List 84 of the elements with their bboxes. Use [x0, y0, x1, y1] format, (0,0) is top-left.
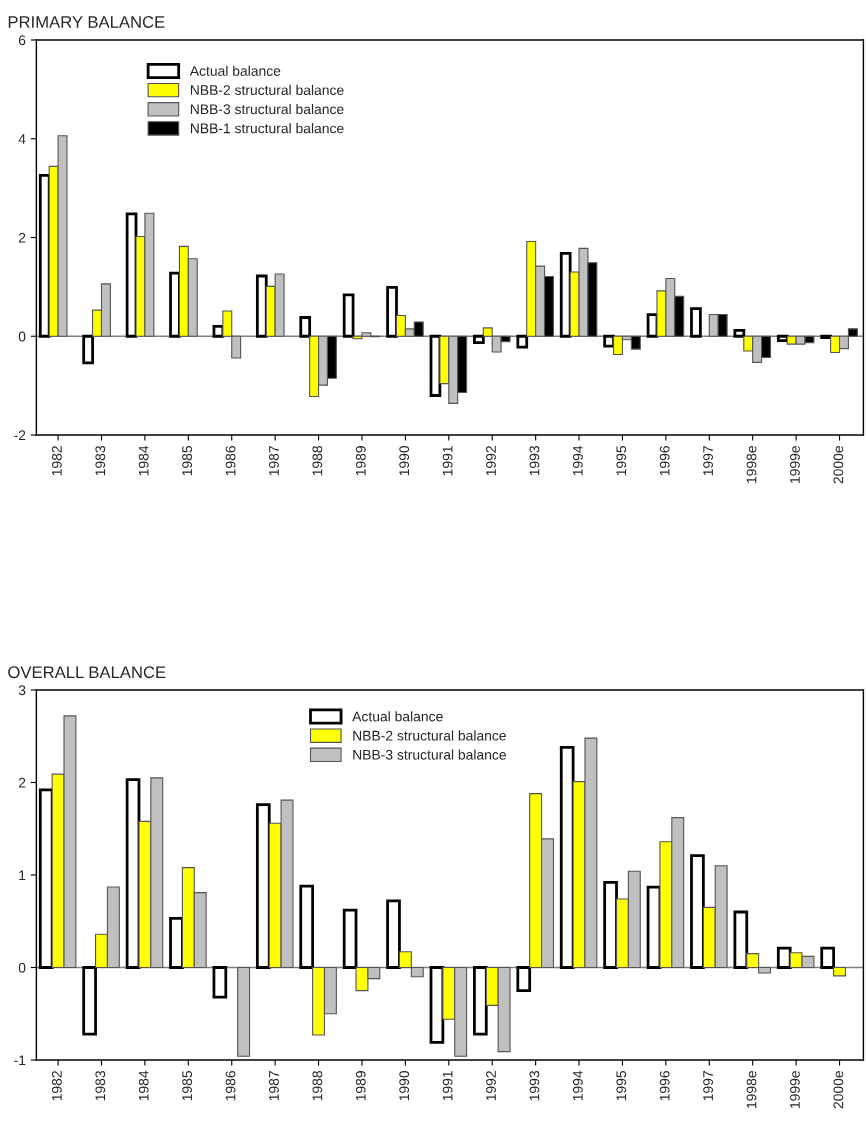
y-tick-label: 1 — [19, 870, 26, 881]
y-tick-label: 6 — [18, 35, 26, 46]
y-tick-label: 2 — [18, 232, 26, 243]
x-tick-label: 1984 — [138, 445, 149, 476]
bar — [733, 328, 746, 338]
x-tick-label: 2000e — [833, 1071, 844, 1109]
x-tick-label: 1997 — [703, 1071, 714, 1101]
legend-label: Actual balance — [189, 65, 281, 76]
bar — [255, 274, 268, 338]
x-tick-label: 1995 — [616, 1071, 627, 1101]
x-tick-label: 1982 — [51, 1071, 62, 1101]
bar — [237, 966, 251, 1057]
x-tick-label: 1986 — [225, 1071, 236, 1101]
bar — [342, 908, 358, 969]
x-tick-label: 1989 — [355, 446, 366, 476]
y-tick-label: 3 — [18, 685, 26, 696]
x-tick-label: 1983 — [95, 446, 106, 476]
x-tick-label: 1985 — [182, 446, 193, 476]
bar — [299, 884, 315, 969]
bar — [82, 966, 97, 1036]
x-tick-label: 2000e — [833, 446, 844, 484]
y-tick-label: 2 — [18, 777, 26, 788]
y-tick-label: 0 — [18, 331, 26, 342]
chart-title: PRIMARY BALANCE — [8, 16, 165, 28]
x-tick-label: 1988 — [312, 1071, 323, 1101]
x-tick-label: 1993 — [529, 446, 540, 476]
bar — [516, 966, 532, 993]
legend-label: NBB-1 structural balance — [190, 123, 344, 134]
bar — [516, 334, 529, 349]
x-tick-label: 1991 — [442, 446, 453, 476]
x-tick-label: 1990 — [399, 445, 410, 476]
x-tick-label: 1990 — [399, 1070, 410, 1101]
bar — [342, 293, 355, 338]
bar — [776, 946, 792, 969]
x-tick-label: 1992 — [486, 1071, 496, 1101]
legend-label: NBB-2 structural balance — [353, 730, 506, 741]
bar — [473, 966, 488, 1036]
legend-label: Actual balance — [352, 711, 443, 722]
x-tick-label: 1987 — [269, 1071, 279, 1101]
x-tick-label: 1994 — [572, 445, 583, 476]
bar — [603, 334, 615, 348]
x-tick-label: 1985 — [182, 1071, 193, 1101]
y-tick-label: 0 — [18, 962, 26, 973]
bar — [690, 307, 702, 338]
x-tick-label: 1987 — [269, 446, 279, 476]
bar — [212, 966, 228, 999]
y-tick-label: 4 — [18, 134, 26, 144]
x-tick-label: 1988 — [312, 446, 323, 476]
y-tick-label: -2 — [14, 430, 26, 441]
x-tick-label: 1983 — [95, 1071, 106, 1101]
bar — [733, 910, 749, 969]
x-tick-label: 1996 — [659, 1071, 670, 1101]
x-tick-label: 1994 — [572, 1070, 583, 1101]
legend-label: NBB-3 structural balance — [353, 749, 506, 760]
x-tick-label: 1998e — [746, 446, 757, 483]
legend-label: NBB-2 structural balance — [190, 84, 344, 96]
bar — [776, 334, 789, 343]
x-tick-label: 1996 — [659, 446, 670, 476]
x-tick-label: 1993 — [529, 1071, 540, 1101]
x-tick-label: 1991 — [442, 1071, 453, 1101]
bar — [299, 316, 312, 338]
x-tick-label: 1992 — [486, 446, 496, 476]
bar — [255, 803, 271, 969]
x-tick-label: 1995 — [616, 446, 627, 476]
x-tick-label: 1989 — [355, 1071, 366, 1101]
bar — [82, 334, 94, 365]
bar — [386, 285, 398, 338]
chart-title: OVERALL BALANCE — [8, 666, 166, 679]
x-tick-label: 1986 — [225, 446, 236, 476]
x-tick-label: 1984 — [138, 1070, 149, 1101]
x-tick-label: 1999e — [790, 446, 800, 483]
legend-label: NBB-3 structural balance — [190, 103, 344, 115]
x-tick-label: 1997 — [703, 446, 714, 476]
bar — [473, 334, 485, 345]
x-tick-label: 1982 — [51, 446, 62, 476]
x-tick-label: 1998e — [746, 1071, 757, 1108]
bar — [820, 946, 835, 969]
bar — [690, 854, 705, 969]
bar — [386, 899, 401, 969]
y-tick-label: -1 — [14, 1055, 26, 1066]
bar — [833, 966, 847, 977]
x-tick-label: 1999e — [790, 1071, 800, 1108]
bar — [169, 917, 184, 969]
bar — [603, 881, 618, 969]
